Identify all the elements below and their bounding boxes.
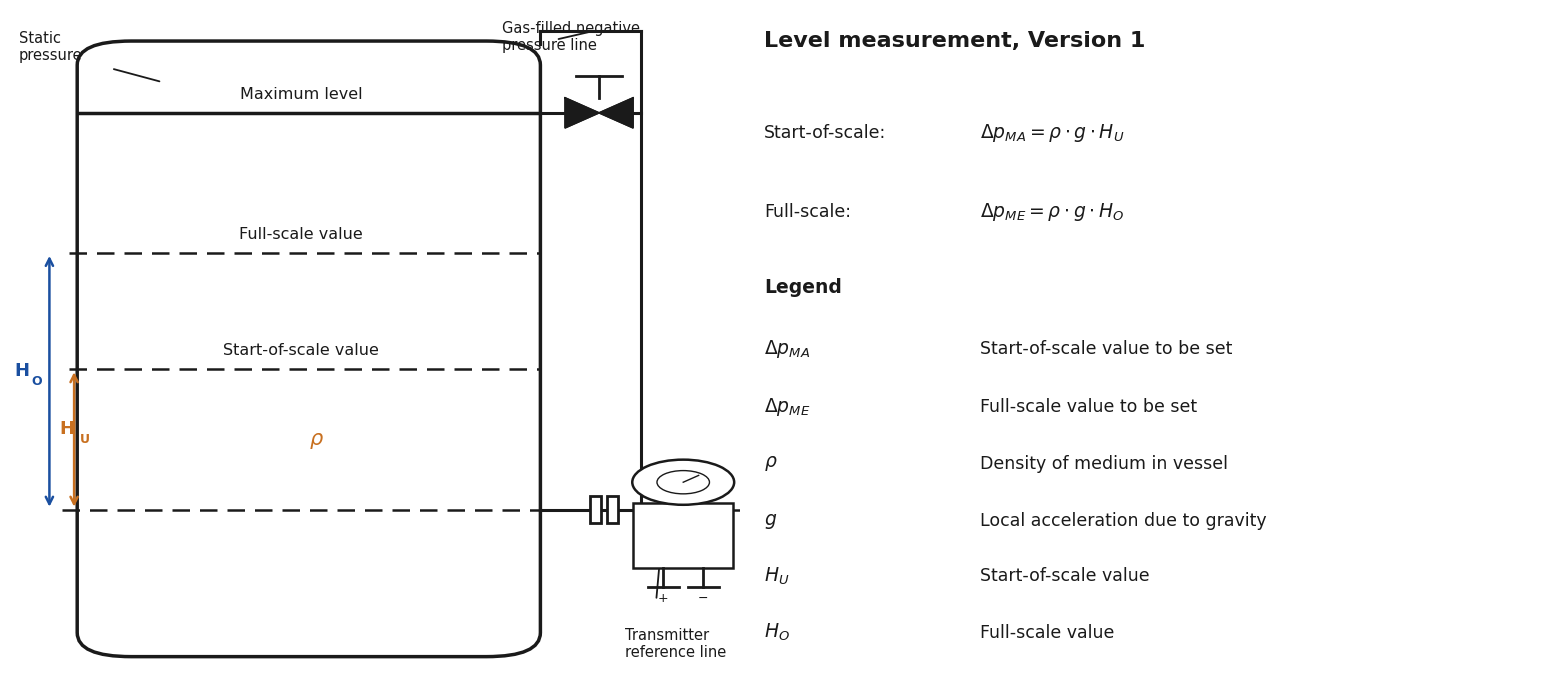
Text: U: U xyxy=(80,433,90,446)
Text: Start-of-scale value to be set: Start-of-scale value to be set xyxy=(980,340,1232,358)
FancyBboxPatch shape xyxy=(77,41,540,657)
Text: Full-scale:: Full-scale: xyxy=(764,203,851,221)
Text: Transmitter
reference line: Transmitter reference line xyxy=(625,628,727,660)
Text: Full-scale value: Full-scale value xyxy=(239,227,363,242)
Text: ρ: ρ xyxy=(310,430,323,449)
Text: Full-scale value: Full-scale value xyxy=(980,624,1115,642)
Text: Static
pressure: Static pressure xyxy=(19,31,82,63)
Text: $\Delta p_{MA} = \rho \cdot g \cdot H_U$: $\Delta p_{MA} = \rho \cdot g \cdot H_U$ xyxy=(980,122,1126,144)
Text: $H_O$: $H_O$ xyxy=(764,622,791,644)
Text: Maximum level: Maximum level xyxy=(239,87,363,102)
Text: Full-scale value to be set: Full-scale value to be set xyxy=(980,398,1198,416)
Text: Legend: Legend xyxy=(764,278,841,297)
Text: Gas-filled negative
pressure line: Gas-filled negative pressure line xyxy=(502,21,639,53)
Circle shape xyxy=(658,471,710,494)
Text: Level measurement, Version 1: Level measurement, Version 1 xyxy=(764,31,1146,51)
Text: H: H xyxy=(59,420,74,438)
Text: Start-of-scale:: Start-of-scale: xyxy=(764,124,886,142)
Text: $\Delta p_{ME}$: $\Delta p_{ME}$ xyxy=(764,396,811,418)
Text: $H_U$: $H_U$ xyxy=(764,565,789,587)
Bar xyxy=(607,496,618,523)
Circle shape xyxy=(633,460,735,505)
Text: $\Delta p_{MA}$: $\Delta p_{MA}$ xyxy=(764,338,811,360)
Text: Local acceleration due to gravity: Local acceleration due to gravity xyxy=(980,512,1268,530)
Text: Start-of-scale value: Start-of-scale value xyxy=(224,343,378,358)
Polygon shape xyxy=(565,98,599,128)
Text: +: + xyxy=(658,592,669,605)
Text: Density of medium in vessel: Density of medium in vessel xyxy=(980,455,1229,473)
Text: H: H xyxy=(14,362,29,380)
Text: O: O xyxy=(32,375,42,388)
Text: $g$: $g$ xyxy=(764,512,778,531)
Polygon shape xyxy=(599,98,633,128)
Text: Start-of-scale value: Start-of-scale value xyxy=(980,567,1150,585)
Bar xyxy=(590,496,601,523)
Bar xyxy=(633,503,733,568)
Text: −: − xyxy=(698,592,709,605)
Text: $\Delta p_{ME} = \rho \cdot g \cdot H_O$: $\Delta p_{ME} = \rho \cdot g \cdot H_O$ xyxy=(980,201,1124,223)
Text: $\rho$: $\rho$ xyxy=(764,454,778,473)
